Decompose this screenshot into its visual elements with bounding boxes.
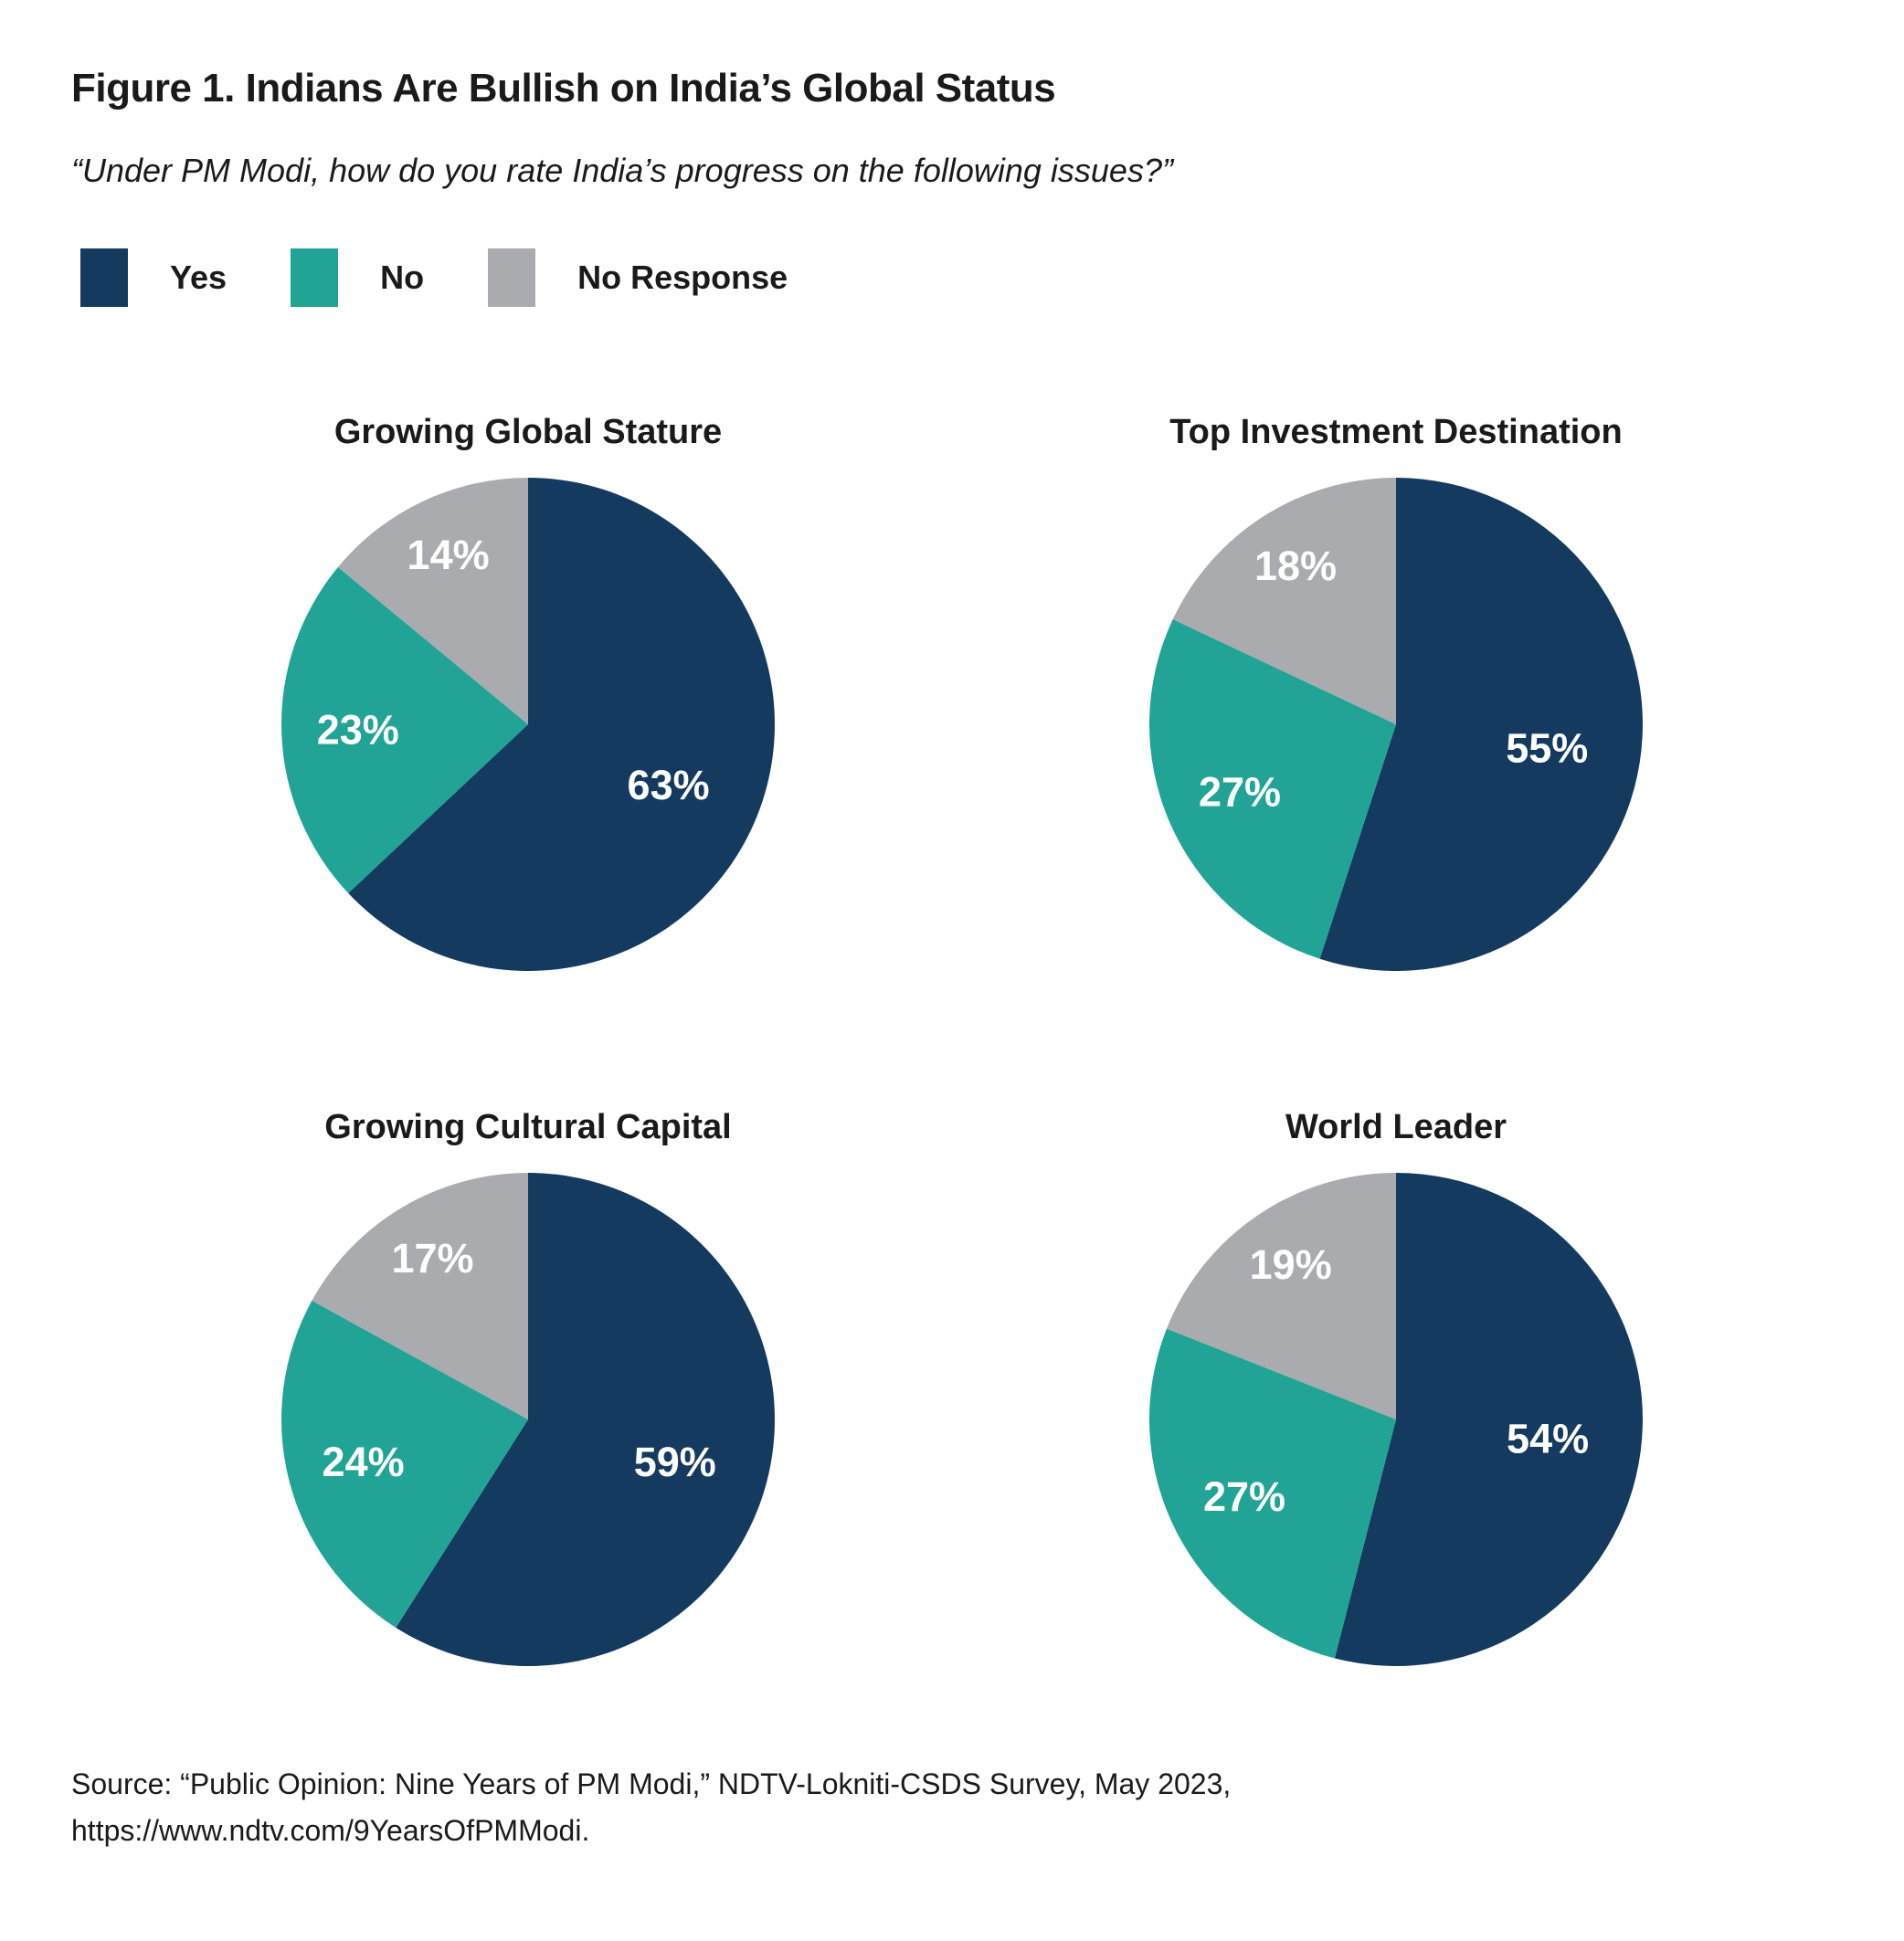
figure-subtitle: “Under PM Modi, how do you rate India’s … (71, 152, 1173, 189)
legend-item-no-response: No Response (488, 248, 788, 307)
pie-chart-top-investment-destination: 55% 27% 18% (1149, 478, 1643, 971)
legend-item-yes: Yes (80, 248, 227, 307)
pie-slice-no-response (1166, 1173, 1396, 1419)
pie-slice-no-response (337, 478, 528, 724)
pie-title-growing-global-stature: Growing Global Stature (333, 413, 723, 451)
pie-slice-yes (348, 478, 775, 971)
pie-title-world-leader: World Leader (1285, 1108, 1507, 1146)
slice-label-yes: 54% (1507, 1416, 1589, 1462)
pie-cell-growing-cultural-capital: Growing Cultural Capital 59% 24% 17% (94, 1108, 962, 1666)
pie-slice-no-response (1172, 478, 1396, 724)
pie-slice-yes (396, 1173, 775, 1666)
pie-slice-no (1149, 619, 1396, 959)
slice-label-no: 23% (317, 706, 399, 753)
legend-swatch-yes (80, 248, 128, 307)
pie-cell-world-leader: World Leader 54% 27% 19% (962, 1108, 1830, 1666)
legend-swatch-no (291, 248, 339, 307)
slice-label-no-response: 14% (407, 532, 490, 578)
source-note: Source: “Public Opinion: Nine Years of P… (71, 1761, 1442, 1853)
slice-label-yes: 63% (628, 762, 710, 808)
pie-slice-yes (1319, 478, 1643, 971)
legend-item-no: No (291, 248, 424, 307)
pie-slice-no-response (312, 1173, 528, 1419)
slice-label-no: 27% (1199, 769, 1281, 816)
pie-slice-no (281, 1300, 528, 1628)
figure-header: Figure 1. Indians Are Bullish on India’s… (0, 0, 1904, 190)
pie-chart-world-leader: 54% 27% 19% (1149, 1173, 1643, 1666)
pie-cell-growing-global-stature: Growing Global Stature 63% 23% 14% (94, 413, 962, 971)
source-line-2: https://www.ndtv.com/9YearsOfPMModi. (71, 1813, 590, 1847)
slice-label-yes: 59% (634, 1439, 716, 1485)
slice-label-yes: 55% (1506, 725, 1588, 772)
figure-title: Figure 1. Indians Are Bullish on India’s… (71, 66, 1056, 111)
pie-cell-top-investment-destination: Top Investment Destination 55% 27% 18% (962, 413, 1830, 971)
pie-title-top-investment-destination: Top Investment Destination (1169, 413, 1623, 451)
legend: Yes No No Response (80, 248, 1904, 307)
source-line-1: Source: “Public Opinion: Nine Years of P… (71, 1767, 1232, 1800)
pie-chart-growing-cultural-capital: 59% 24% 17% (281, 1173, 775, 1666)
legend-swatch-no-response (488, 248, 536, 307)
slice-label-no: 27% (1203, 1473, 1285, 1520)
legend-label-no: No (380, 258, 425, 296)
pie-slice-no (281, 566, 528, 893)
pie-slice-yes (1334, 1173, 1643, 1666)
slice-label-no: 24% (323, 1439, 405, 1485)
slice-label-no-response: 18% (1254, 543, 1337, 589)
slice-label-no-response: 19% (1250, 1241, 1332, 1288)
legend-label-no-response: No Response (577, 258, 788, 296)
charts-grid: Growing Global Stature 63% 23% 14% Top Inv… (0, 413, 1904, 1666)
legend-label-yes: Yes (170, 258, 227, 296)
slice-label-no-response: 17% (391, 1235, 473, 1282)
pie-title-growing-cultural-capital: Growing Cultural Capital (324, 1108, 732, 1146)
pie-chart-growing-global-stature: 63% 23% 14% (281, 478, 775, 971)
pie-slice-no (1149, 1328, 1396, 1659)
